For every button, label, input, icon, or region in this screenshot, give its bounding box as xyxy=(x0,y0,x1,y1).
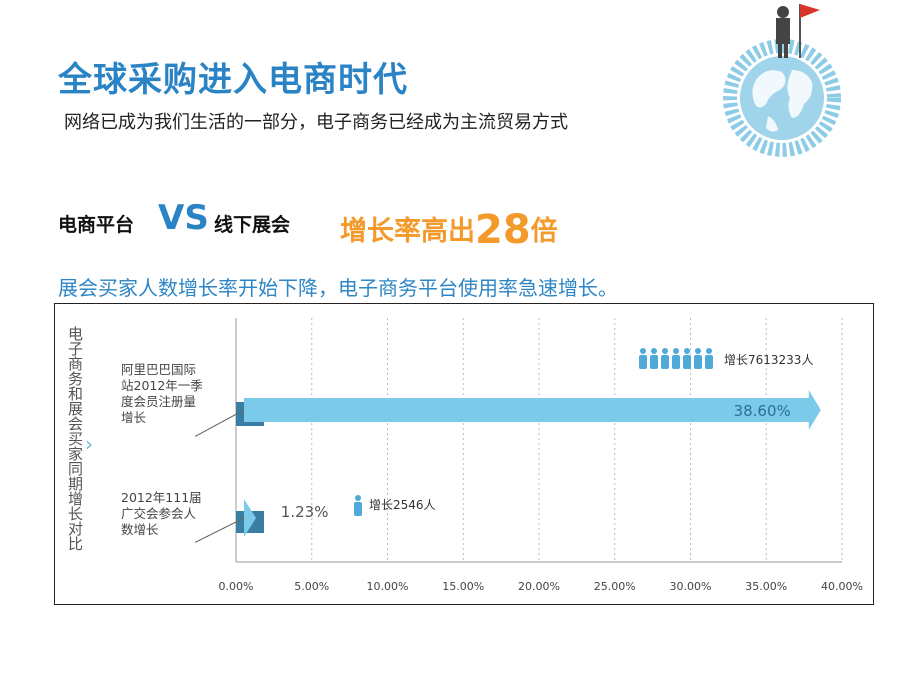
person-icon-0-3 xyxy=(672,355,680,369)
value-label-0: 38.60% xyxy=(734,402,791,420)
globe-flag-icon xyxy=(723,4,841,157)
growth-prefix: 增长率高出 xyxy=(340,216,475,247)
person-icon-head-0-4 xyxy=(684,348,690,354)
bar-0 xyxy=(244,390,821,430)
leader-line-0 xyxy=(195,409,245,437)
offline-fair-label: 线下展会 xyxy=(214,214,291,236)
person-icon-0-6 xyxy=(705,355,713,369)
person-icon-1-0 xyxy=(354,502,362,516)
category-label-0: 阿里巴巴国际站2012年一季度会员注册量增长 xyxy=(121,362,203,425)
chart-plot-area: 0.00% 5.00% 10.00% 15.00% 20.00% 25.00% 30.00%… xyxy=(195,318,863,593)
person-icon-head-0-3 xyxy=(673,348,679,354)
x-tick-label: 25.00% xyxy=(594,580,636,593)
vs-label: VS xyxy=(158,198,209,238)
comparison-headline: 电商平台 VS 线下展会 增长率高出28倍 xyxy=(58,198,618,253)
x-tick-label: 30.00% xyxy=(670,580,712,593)
person-icon-head-0-6 xyxy=(706,348,712,354)
x-tick-label: 35.00% xyxy=(745,580,787,593)
ecommerce-label: 电商平台 xyxy=(58,214,135,236)
bar-1 xyxy=(244,499,256,537)
x-tick-label: 20.00% xyxy=(518,580,560,593)
annotation-1: 增长2546人 xyxy=(369,498,436,512)
person-icon-head-0-0 xyxy=(640,348,646,354)
person-icon-0-5 xyxy=(694,355,702,369)
x-tick-label: 10.00% xyxy=(367,580,409,593)
leader-line-1 xyxy=(195,517,245,543)
person-icon-head-0-2 xyxy=(662,348,668,354)
chevron-right-icon: › xyxy=(85,432,93,456)
person-icon-head-1-0 xyxy=(355,495,361,501)
x-tick-label: 15.00% xyxy=(442,580,484,593)
category-label-1: 2012年111届广交会参会人数增长 xyxy=(121,490,202,537)
x-tick-label: 40.00% xyxy=(821,580,863,593)
person-icon-0-1 xyxy=(650,355,658,369)
annotation-0: 增长7613233人 xyxy=(724,353,813,367)
x-tick-label: 0.00% xyxy=(219,580,254,593)
growth-chart: 电子商务和展会买家同期增长对比 › 阿里巴巴国际站2012年一季度会员注册量增长… xyxy=(54,303,874,605)
page-subtitle: 网络已成为我们生活的一部分，电子商务已经成为主流贸易方式 xyxy=(64,112,568,133)
x-tick-label: 5.00% xyxy=(294,580,329,593)
chart-side-title: 电子商务和展会买家同期增长对比 xyxy=(66,326,84,551)
person-icon-0-4 xyxy=(683,355,691,369)
value-label-1: 1.23% xyxy=(281,503,329,521)
person-icon-head-0-1 xyxy=(651,348,657,354)
person-icon-head-0-5 xyxy=(695,348,701,354)
growth-highlight: 增长率高出28倍 xyxy=(340,204,558,253)
person-icon-0-2 xyxy=(661,355,669,369)
growth-number: 28 xyxy=(475,207,531,253)
statement-text: 展会买家人数增长率开始下降，电子商务平台使用率急速增长。 xyxy=(58,276,618,300)
page-title: 全球采购进入电商时代 xyxy=(58,60,408,100)
growth-suffix: 倍 xyxy=(530,216,558,247)
person-icon-0-0 xyxy=(639,355,647,369)
